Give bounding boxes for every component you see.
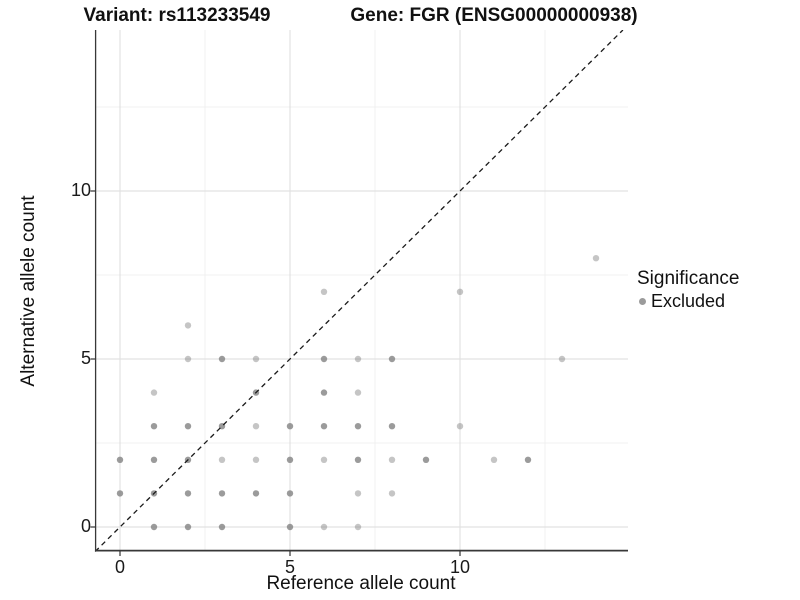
legend-item-label: Excluded xyxy=(651,291,726,311)
legend-title: Significance xyxy=(637,268,740,289)
y-tick-label: 0 xyxy=(80,516,91,536)
data-point xyxy=(558,355,566,363)
data-point xyxy=(354,523,362,531)
y-tick-label: 5 xyxy=(80,348,91,368)
data-point xyxy=(150,423,158,430)
data-point xyxy=(150,523,158,531)
legend: Significance Excluded xyxy=(637,268,739,311)
data-point xyxy=(320,355,328,363)
data-point xyxy=(490,456,498,463)
data-point xyxy=(320,456,328,463)
data-point xyxy=(218,456,226,463)
y-tick-label: 10 xyxy=(70,180,91,200)
data-point xyxy=(354,389,362,396)
data-point xyxy=(150,456,158,463)
plot-title-gene: Gene: FGR (ENSG00000000938) xyxy=(350,5,638,26)
scatter-panel xyxy=(90,30,628,556)
data-point xyxy=(320,423,328,430)
identity-line xyxy=(94,30,624,552)
data-point xyxy=(286,456,294,463)
data-point xyxy=(354,490,362,497)
y-axis-title: Alternative allele count xyxy=(18,195,39,387)
data-point xyxy=(388,490,396,497)
data-point xyxy=(592,255,600,262)
data-point xyxy=(116,490,124,497)
x-axis-title: Reference allele count xyxy=(266,573,456,594)
data-point xyxy=(354,456,362,463)
data-point xyxy=(218,523,226,531)
data-point xyxy=(388,423,396,430)
data-point xyxy=(184,490,192,497)
x-tick-label: 0 xyxy=(114,557,126,577)
data-point xyxy=(218,490,226,497)
data-point xyxy=(184,423,192,430)
data-point xyxy=(116,456,124,463)
data-point xyxy=(320,523,328,531)
data-point xyxy=(422,456,430,463)
legend-item-excluded: Excluded xyxy=(637,291,739,311)
data-point xyxy=(252,423,260,430)
data-point xyxy=(320,389,328,396)
x-tick-label: 5 xyxy=(284,557,296,577)
data-point xyxy=(388,355,396,363)
data-point xyxy=(286,423,294,430)
data-point xyxy=(150,389,158,396)
plot-title-variant: Variant: rs113233549 xyxy=(83,5,271,26)
legend-point-icon xyxy=(639,297,646,305)
data-point xyxy=(286,490,294,497)
data-point xyxy=(184,355,192,363)
data-point xyxy=(286,523,294,531)
data-point xyxy=(388,456,396,463)
data-point xyxy=(354,355,362,363)
data-point xyxy=(252,355,260,363)
data-point xyxy=(320,288,328,295)
data-point xyxy=(184,322,192,329)
data-point xyxy=(456,423,464,430)
data-point xyxy=(184,523,192,531)
data-point xyxy=(252,490,260,497)
data-point xyxy=(456,288,464,295)
data-point xyxy=(524,456,532,463)
data-point xyxy=(218,355,226,363)
data-point xyxy=(252,456,260,463)
x-tick-label: 10 xyxy=(449,557,471,577)
data-point xyxy=(354,423,362,430)
